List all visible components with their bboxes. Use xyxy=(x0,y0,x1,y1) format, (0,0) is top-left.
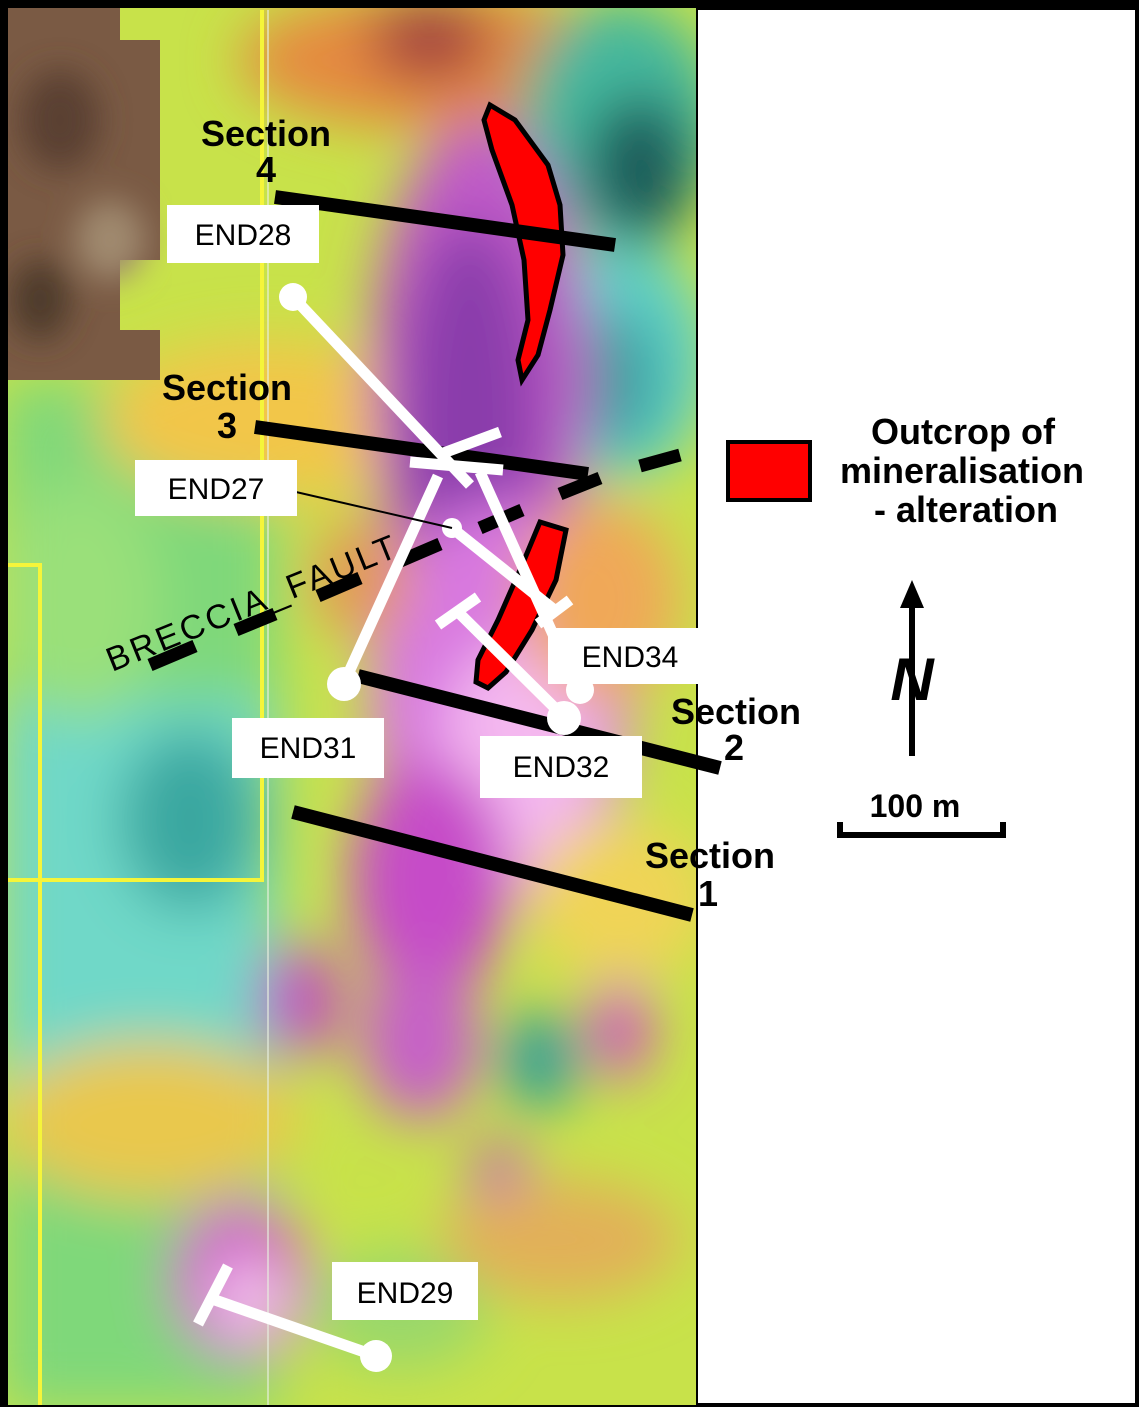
scale-bar-label: 100 m xyxy=(870,788,961,824)
label-end32-text: END32 xyxy=(513,751,610,784)
section-4-number: 4 xyxy=(256,149,276,190)
grid-boundary xyxy=(8,10,264,1405)
section-labels: Section 4 Section 3 Section 2 Section 1 xyxy=(162,113,801,914)
label-end32: END32 xyxy=(480,736,642,798)
collar-end32 xyxy=(547,701,581,735)
label-end29: END29 xyxy=(332,1262,478,1320)
section-1-line xyxy=(291,805,694,922)
section-1-number: 1 xyxy=(698,873,718,914)
section-3-word: Section xyxy=(162,367,292,408)
drillhole-labels: END28 END27 END34 END31 END32 END29 xyxy=(135,205,712,1320)
section-2-line xyxy=(356,669,722,775)
label-end34: END34 xyxy=(548,628,712,684)
drillhole-end29-trace xyxy=(193,1263,378,1362)
legend: Outcrop of mineralisation - alteration xyxy=(726,411,1084,530)
magnetic-anomaly-background xyxy=(8,8,696,1405)
label-end29-text: END29 xyxy=(357,1277,454,1310)
label-end31: END31 xyxy=(232,718,384,778)
label-end34-text: END34 xyxy=(582,641,679,674)
section-2-number: 2 xyxy=(724,727,744,768)
scale-bar-line xyxy=(837,822,1006,838)
drillhole-end31-trace xyxy=(338,456,504,686)
label-end27-text: END27 xyxy=(168,473,265,506)
geophysics-map xyxy=(8,8,696,1405)
end27-leader-line xyxy=(269,485,453,529)
section-4-line xyxy=(274,190,616,252)
label-end31-text: END31 xyxy=(260,732,357,765)
legend-line-1: Outcrop of xyxy=(871,411,1056,452)
north-arrow-head-icon xyxy=(900,580,924,608)
scale-bar: 100 m xyxy=(837,788,1006,838)
section-1-word: Section xyxy=(645,835,775,876)
drillhole-end32-trace xyxy=(434,592,569,722)
section-2-word: Section xyxy=(671,691,801,732)
label-end28: END28 xyxy=(167,205,319,263)
section-3-number: 3 xyxy=(217,405,237,446)
label-end28-text: END28 xyxy=(195,219,292,252)
north-arrow: N xyxy=(890,580,935,756)
section-3-line xyxy=(254,420,589,481)
section-lines xyxy=(254,190,722,922)
label-end27: END27 xyxy=(135,460,297,516)
collar-end28 xyxy=(279,283,307,311)
outcrop-north xyxy=(481,101,566,387)
satellite-image-patch xyxy=(8,8,160,380)
outcrop-legend-swatch xyxy=(726,440,812,502)
drillhole-collars xyxy=(279,283,594,1372)
collar-end29 xyxy=(360,1340,392,1372)
north-letter: N xyxy=(890,646,935,713)
legend-line-3: - alteration xyxy=(874,489,1058,530)
collar-end31 xyxy=(327,667,361,701)
legend-line-2: mineralisation xyxy=(840,450,1084,491)
drillhole-end28-trace xyxy=(288,293,502,489)
section-4-word: Section xyxy=(201,113,331,154)
legend-panel xyxy=(698,10,1135,1403)
